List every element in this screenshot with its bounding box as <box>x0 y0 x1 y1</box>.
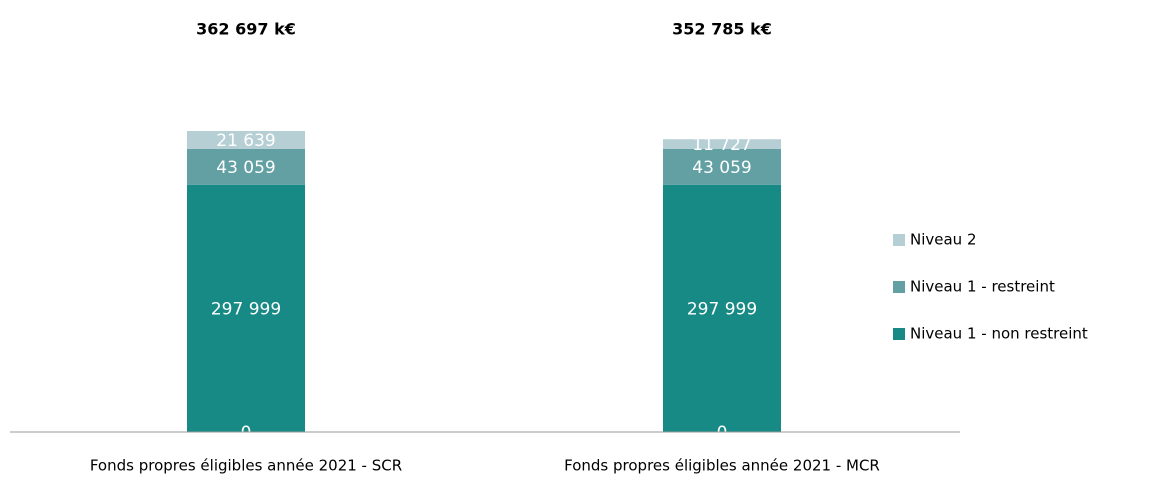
legend-label: Niveau 1 - restreint <box>910 278 1055 296</box>
legend-swatch <box>893 234 905 246</box>
legend-swatch <box>893 328 905 340</box>
bar-segment <box>663 148 781 185</box>
value-label: 297 999 <box>687 299 757 319</box>
total-label: 362 697 k€ <box>196 20 296 39</box>
value-label: 43 059 <box>216 158 275 178</box>
total-label: 352 785 k€ <box>672 20 772 39</box>
legend-label: Niveau 2 <box>910 231 977 249</box>
legend-swatch <box>893 281 905 293</box>
value-label: 21 639 <box>216 131 275 151</box>
bar-segment <box>187 131 305 149</box>
value-label: 0 <box>717 423 728 443</box>
bar-segment <box>663 139 781 149</box>
legend-label: Niveau 1 - non restreint <box>910 325 1088 343</box>
bar-segment <box>663 184 781 432</box>
x-tick-label: Fonds propres éligibles année 2021 - MCR <box>564 457 880 475</box>
value-label: 297 999 <box>211 299 281 319</box>
bar-segment <box>187 148 305 185</box>
value-label: 43 059 <box>692 158 751 178</box>
x-tick-label: Fonds propres éligibles année 2021 - SCR <box>90 457 402 475</box>
value-label: 0 <box>241 423 252 443</box>
value-label: 11 727 <box>692 135 751 155</box>
bar-segment <box>187 184 305 432</box>
